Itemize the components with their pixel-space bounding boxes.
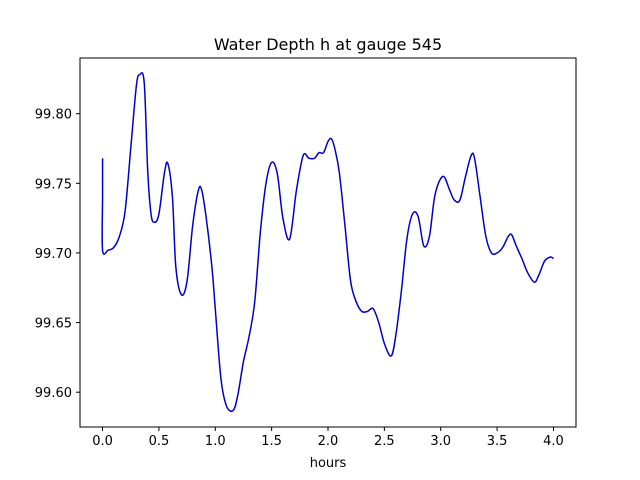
plot-area: 0.0 0.5 1.0 1.5 2.0 2.5 3.0 3.5 4.0 99.6099.6599… [35,57,577,449]
y-tick-label: 99.70 [35,247,72,262]
x-tick-label: 1.5 [261,434,282,449]
y-axis-ticks: 99.60 99.65 99.70 99.75 99.80 [35,108,80,401]
x-tick-label: 1.0 [205,434,226,449]
x-tick-label: 2.5 [374,434,395,449]
x-tick-label: 3.0 [430,434,451,449]
series-line-water-depth [101,72,554,412]
x-axis-label: hours [310,456,347,471]
y-tick-label: 99.80 [35,108,72,123]
chart-title: Water Depth h at gauge 545 [214,35,442,54]
y-tick-label: 99.65 [35,317,72,332]
x-tick-label: 2.0 [318,434,339,449]
x-axis-ticks: 0.0 0.5 1.0 1.5 2.0 2.5 3.0 3.5 4.0 [92,427,564,449]
y-tick-label: 99.75 [35,177,72,192]
y-tick-label: 99.60 [35,386,72,401]
x-tick-label: 4.0 [543,434,564,449]
x-tick-label: 3.5 [487,434,508,449]
x-tick-label: 0.0 [92,434,113,449]
x-tick-label: 0.5 [149,434,170,449]
